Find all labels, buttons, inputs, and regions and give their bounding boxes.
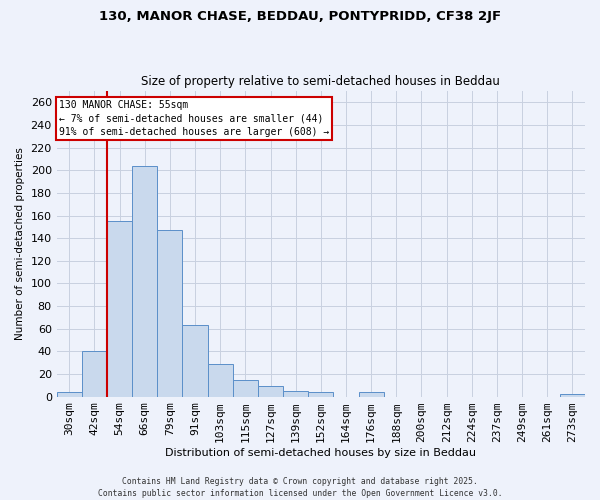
Bar — [308, 392, 334, 396]
Text: 130 MANOR CHASE: 55sqm
← 7% of semi-detached houses are smaller (44)
91% of semi: 130 MANOR CHASE: 55sqm ← 7% of semi-deta… — [59, 100, 329, 136]
Bar — [157, 230, 182, 396]
Bar — [560, 394, 585, 396]
Bar — [82, 352, 107, 397]
Bar — [107, 221, 132, 396]
Bar — [56, 392, 82, 396]
Bar — [182, 326, 208, 396]
Y-axis label: Number of semi-detached properties: Number of semi-detached properties — [15, 148, 25, 340]
Title: Size of property relative to semi-detached houses in Beddau: Size of property relative to semi-detach… — [142, 76, 500, 88]
Bar — [359, 392, 384, 396]
Text: Contains HM Land Registry data © Crown copyright and database right 2025.
Contai: Contains HM Land Registry data © Crown c… — [98, 476, 502, 498]
Bar — [283, 391, 308, 396]
Bar — [132, 166, 157, 396]
Bar — [208, 364, 233, 396]
Bar — [233, 380, 258, 396]
Text: 130, MANOR CHASE, BEDDAU, PONTYPRIDD, CF38 2JF: 130, MANOR CHASE, BEDDAU, PONTYPRIDD, CF… — [99, 10, 501, 23]
Bar — [258, 386, 283, 396]
X-axis label: Distribution of semi-detached houses by size in Beddau: Distribution of semi-detached houses by … — [166, 448, 476, 458]
